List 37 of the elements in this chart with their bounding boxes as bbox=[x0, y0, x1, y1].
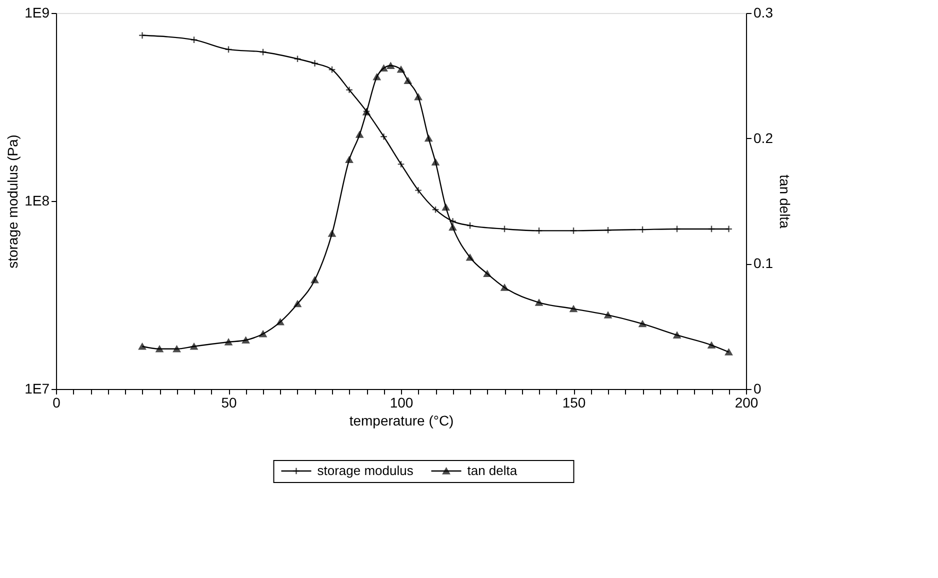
point bbox=[397, 160, 405, 168]
point bbox=[500, 225, 508, 233]
point bbox=[414, 186, 422, 194]
point bbox=[638, 226, 646, 234]
y2-tick-label: 0.3 bbox=[754, 4, 774, 20]
x-tick-label: 100 bbox=[390, 394, 414, 410]
y2-axis-title: tan delta bbox=[776, 174, 793, 229]
point bbox=[259, 48, 267, 56]
y2-tick-label: 0 bbox=[754, 380, 762, 396]
x-axis-title: temperature (°C) bbox=[349, 412, 454, 428]
point bbox=[224, 46, 232, 54]
point bbox=[346, 86, 354, 94]
point bbox=[190, 36, 198, 44]
point bbox=[449, 218, 457, 226]
point bbox=[432, 206, 440, 214]
x-tick-label: 200 bbox=[734, 394, 758, 410]
y-axis-title: storage modulus (Pa) bbox=[4, 134, 21, 268]
point bbox=[466, 222, 474, 230]
y-tick-label: 1E8 bbox=[24, 192, 50, 208]
point bbox=[535, 226, 543, 234]
point bbox=[708, 225, 716, 233]
point bbox=[604, 226, 612, 234]
point bbox=[380, 132, 388, 140]
point bbox=[311, 60, 319, 68]
y-tick-label: 1E9 bbox=[24, 4, 50, 20]
point bbox=[294, 55, 302, 63]
point bbox=[570, 226, 578, 234]
x-tick-label: 0 bbox=[52, 394, 61, 410]
x-tick-label: 150 bbox=[562, 394, 586, 410]
x-tick-label: 50 bbox=[221, 394, 238, 410]
legend-label: tan delta bbox=[467, 463, 518, 478]
legend-label: storage modulus bbox=[317, 463, 414, 478]
point bbox=[673, 225, 681, 233]
point bbox=[328, 66, 336, 74]
y-tick-label: 1E7 bbox=[24, 380, 50, 396]
y2-tick-label: 0.1 bbox=[754, 255, 774, 272]
y2-tick-label: 0.2 bbox=[754, 130, 774, 146]
